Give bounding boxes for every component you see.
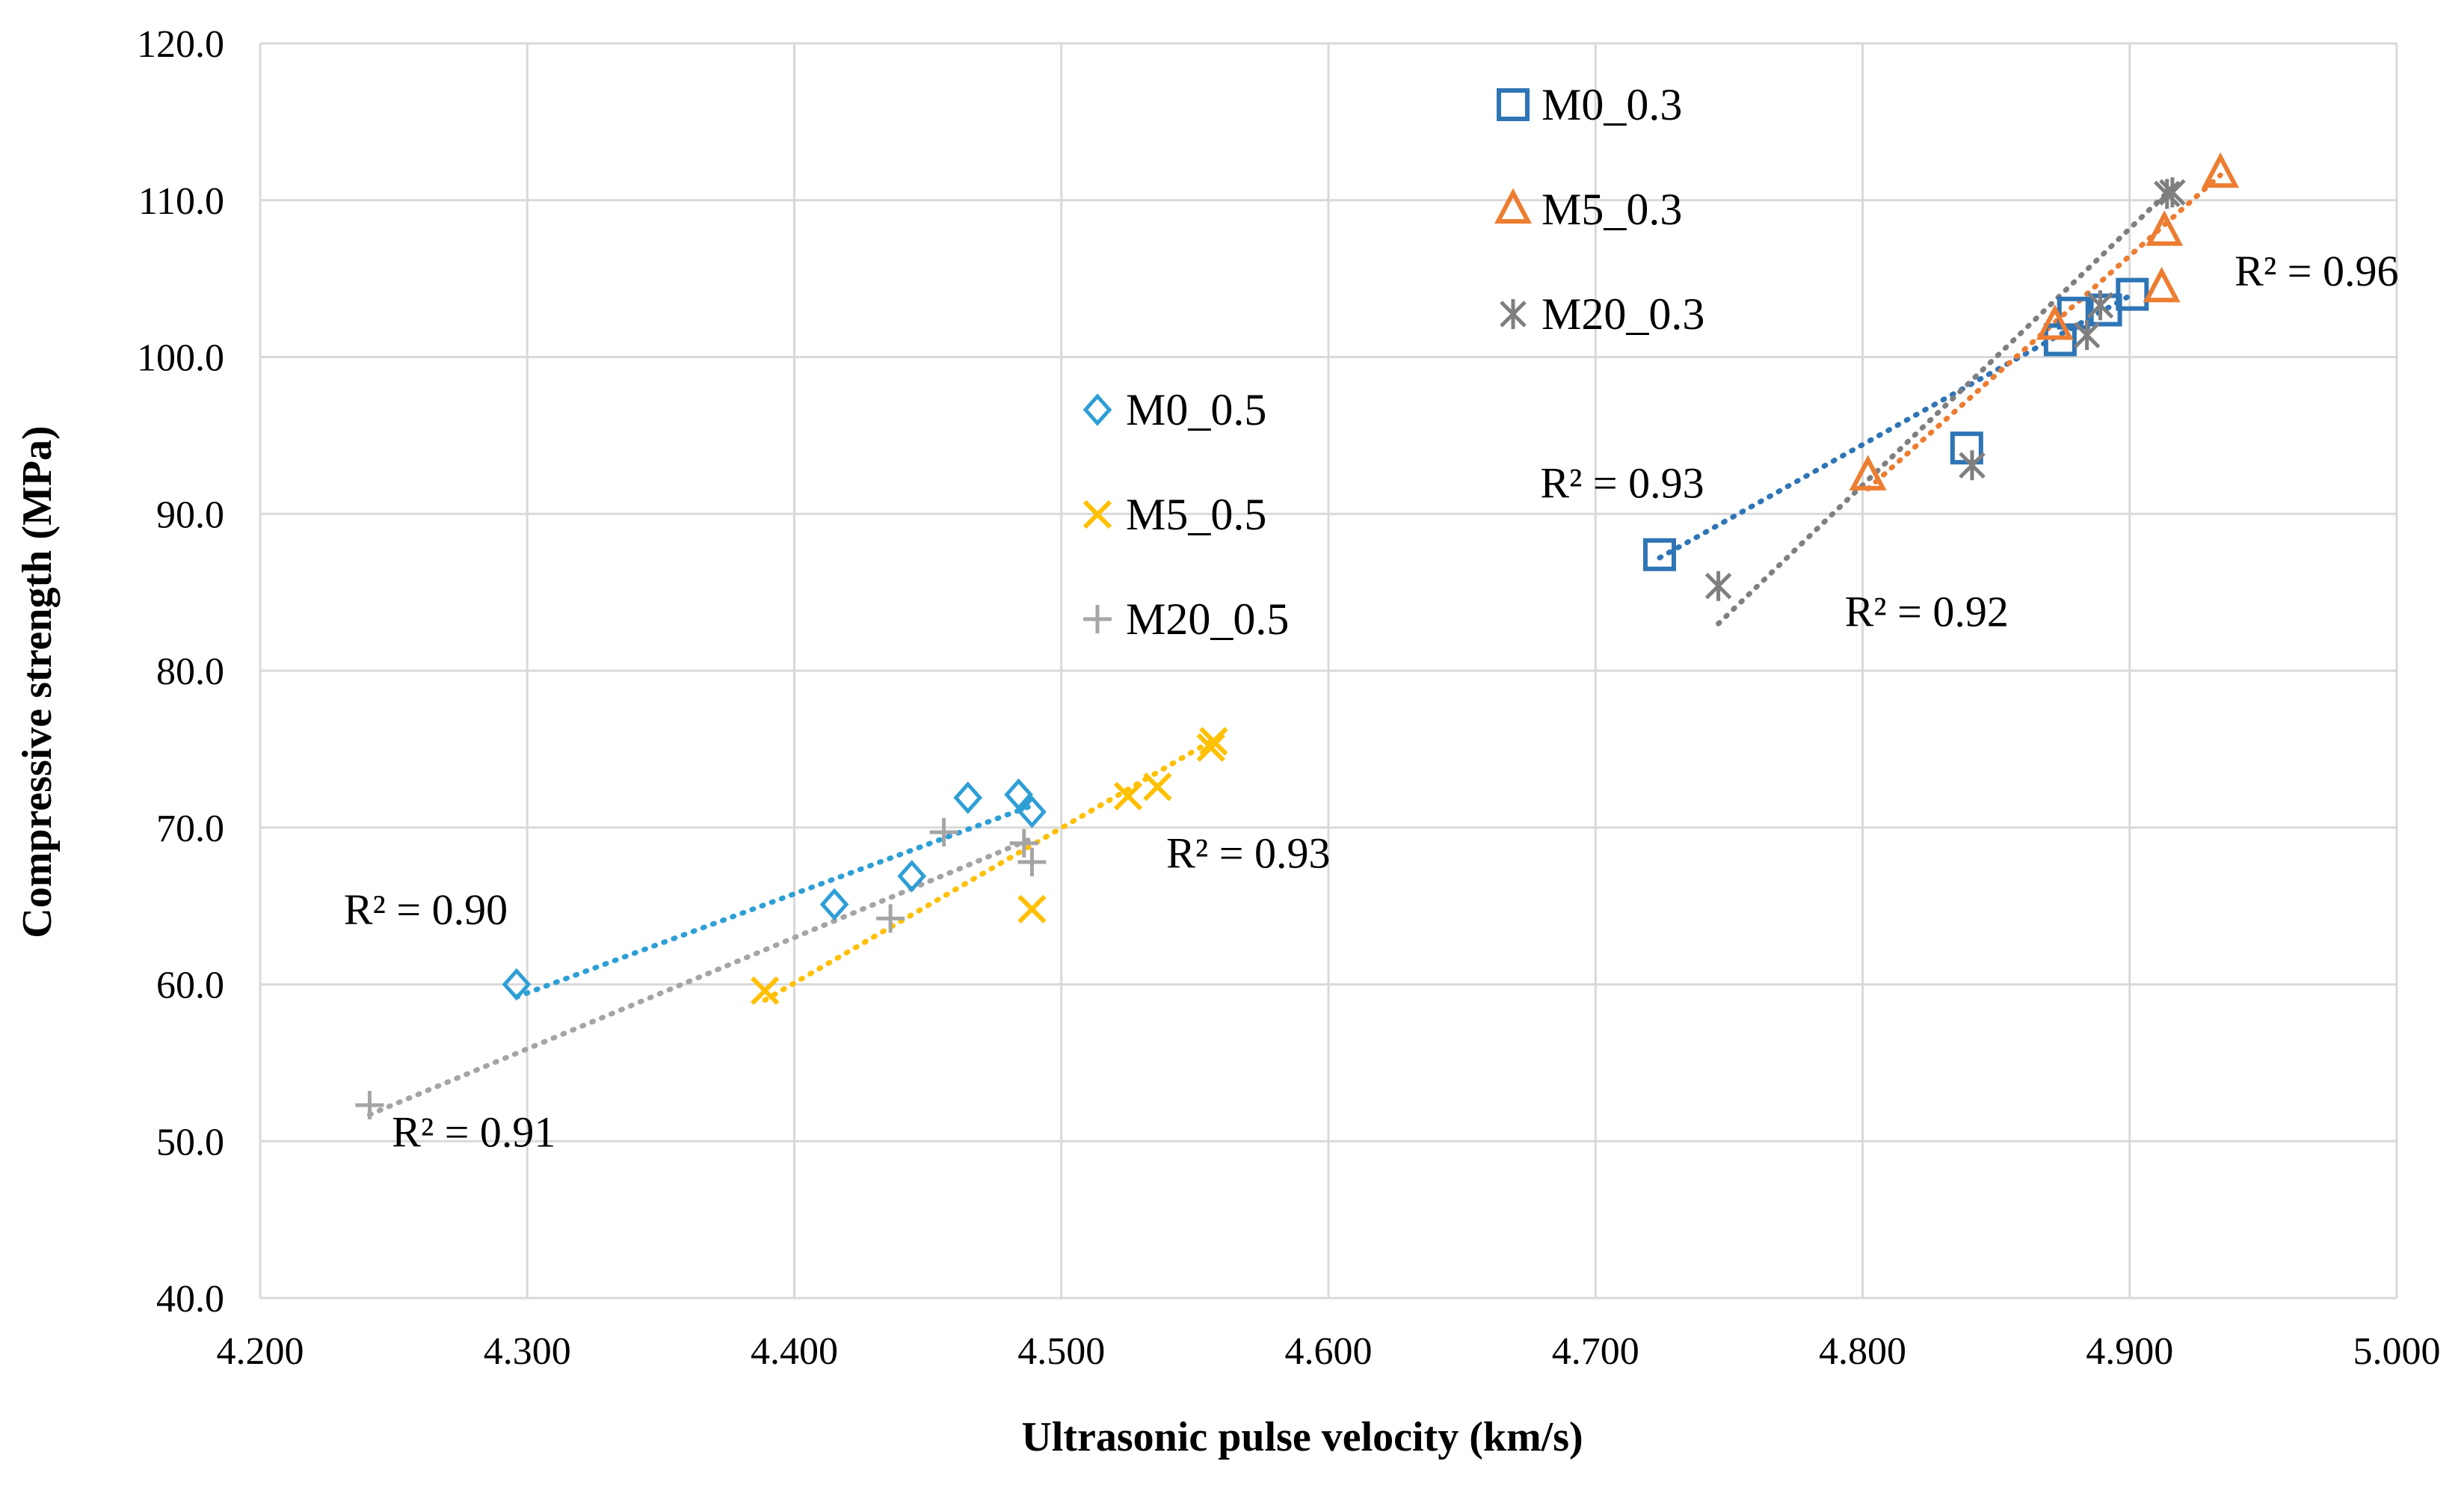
trendline-m20-0-5: [366, 835, 1035, 1118]
legend-label: M5_0.5: [1126, 490, 1266, 539]
data-points: [355, 152, 2240, 1120]
y-tick-label: 100.0: [137, 337, 224, 380]
r-squared-label: R² = 0.90: [344, 885, 508, 934]
x-tick-label: 4.700: [1552, 1330, 1639, 1373]
x-tick-label: 4.200: [217, 1330, 304, 1373]
point-m5-0-5: [1199, 727, 1228, 756]
trendline-m0-0-3: [1657, 292, 2135, 561]
point-m20-0-3: [2153, 179, 2181, 209]
legend-item-m20-0-3: M20_0.3: [1500, 289, 1704, 339]
point-m0-0-5: [897, 860, 927, 893]
legend-label: M0_0.3: [1541, 80, 1682, 129]
legend-label: M20_0.5: [1126, 594, 1289, 644]
point-m20-0-5: [1017, 847, 1047, 876]
point-m20-0-5: [1009, 828, 1038, 858]
y-tick-label: 50.0: [156, 1121, 224, 1163]
trendline-m20-0-3: [1716, 185, 2175, 627]
y-axis-title: Compressive strength (MPa): [14, 425, 61, 938]
point-m5-0-5: [1196, 733, 1225, 762]
point-m5-0-3: [2143, 266, 2181, 303]
x-axis-title: Ultrasonic pulse velocity (km/s): [1021, 1414, 1583, 1460]
r-squared-label: R² = 0.91: [392, 1108, 555, 1157]
legends: M0_0.3 M5_0.3 M20_0.3 M0_0.5 M5_0.5 M20_0.5: [1082, 80, 1704, 644]
point-m5-0-3: [2202, 152, 2240, 188]
y-tick-label: 90.0: [156, 494, 224, 536]
y-tick-label: 80.0: [156, 651, 224, 693]
point-m5-0-3: [2036, 304, 2074, 340]
point-m20-0-3: [1704, 571, 1732, 601]
legend-marker-m0-0-3: [1497, 88, 1530, 121]
point-m0-0-5: [1004, 778, 1033, 811]
y-tick-label: 40.0: [156, 1278, 224, 1320]
r-squared-label: R² = 0.93: [1166, 828, 1330, 877]
legend-marker-m5-0-5: [1082, 499, 1112, 529]
x-tick-label: 5.000: [2353, 1330, 2441, 1373]
point-m0-0-5: [819, 888, 849, 921]
x-tick-label: 4.600: [1285, 1330, 1373, 1373]
r-squared-label: R² = 0.93: [1540, 458, 1704, 507]
legend-marker-m20-0-5: [1083, 605, 1112, 633]
point-m20-0-5: [876, 904, 905, 933]
y-tick-label: 120.0: [137, 23, 224, 66]
x-tick-label: 4.300: [484, 1330, 571, 1373]
y-tick-label: 70.0: [156, 808, 224, 850]
legend-marker-m0-0-5: [1082, 393, 1112, 426]
legend-item-m5-0-5: M5_0.5: [1082, 490, 1266, 539]
x-tick-label: 4.900: [2086, 1330, 2173, 1373]
x-tick-label: 4.400: [751, 1330, 838, 1373]
point-m0-0-3: [1642, 538, 1676, 571]
point-m5-0-3: [1849, 455, 1887, 491]
point-m20-0-3: [1959, 450, 1986, 481]
point-m5-0-3: [2146, 210, 2184, 246]
point-m0-0-3: [2116, 277, 2149, 311]
legend-label: M0_0.5: [1126, 385, 1266, 434]
x-tick-label: 4.500: [1017, 1330, 1105, 1373]
point-m20-0-5: [929, 818, 958, 847]
legend-item-m5-0-3: M5_0.3: [1494, 185, 1682, 234]
point-m20-0-3: [2086, 290, 2114, 321]
point-m20-0-5: [355, 1091, 384, 1120]
point-m5-0-5: [751, 976, 780, 1006]
y-tick-label: 110.0: [138, 180, 224, 223]
trendlines: [366, 172, 2223, 1118]
legend-item-m0-0-3: M0_0.3: [1497, 80, 1682, 129]
legend-marker-m5-0-3: [1494, 188, 1532, 224]
r-squared-annotations: R² = 0.93 R² = 0.96 R² = 0.92 R² = 0.90 R² =…: [344, 247, 2399, 1157]
point-m5-0-5: [1143, 772, 1172, 802]
legend-item-m0-0-5: M0_0.5: [1082, 385, 1266, 434]
x-tick-labels: 4.200 4.300 4.400 4.500 4.600 4.700 4.800 4.900…: [217, 1330, 2441, 1373]
point-m20-0-3: [2073, 320, 2101, 351]
legend-marker-m20-0-3: [1500, 299, 1527, 329]
y-tick-labels: 40.0 50.0 60.0 70.0 80.0 90.0 100.0 110.0 120.0: [137, 23, 224, 1320]
legend-label: M5_0.3: [1541, 185, 1682, 234]
r-squared-label: R² = 0.96: [2234, 247, 2398, 295]
legend-middle: M0_0.5 M5_0.5 M20_0.5: [1082, 385, 1289, 644]
point-m20-0-3: [2159, 177, 2186, 208]
legend-upper: M0_0.3 M5_0.3 M20_0.3: [1494, 80, 1704, 339]
legend-item-m20-0-5: M20_0.5: [1083, 594, 1289, 644]
y-tick-label: 60.0: [156, 965, 224, 1007]
legend-label: M20_0.3: [1541, 289, 1704, 339]
point-m5-0-5: [1113, 781, 1143, 811]
x-tick-label: 4.800: [1819, 1330, 1906, 1373]
trendline-m5-0-5: [762, 737, 1216, 1003]
gridlines: [259, 42, 2398, 1300]
point-m0-0-5: [953, 781, 983, 814]
point-m0-0-5: [502, 968, 532, 1001]
point-m5-0-5: [1017, 894, 1047, 923]
trendline-m0-0-5: [514, 802, 1035, 1000]
r-squared-label: R² = 0.92: [1845, 587, 2009, 636]
point-m0-0-5: [1017, 796, 1047, 828]
